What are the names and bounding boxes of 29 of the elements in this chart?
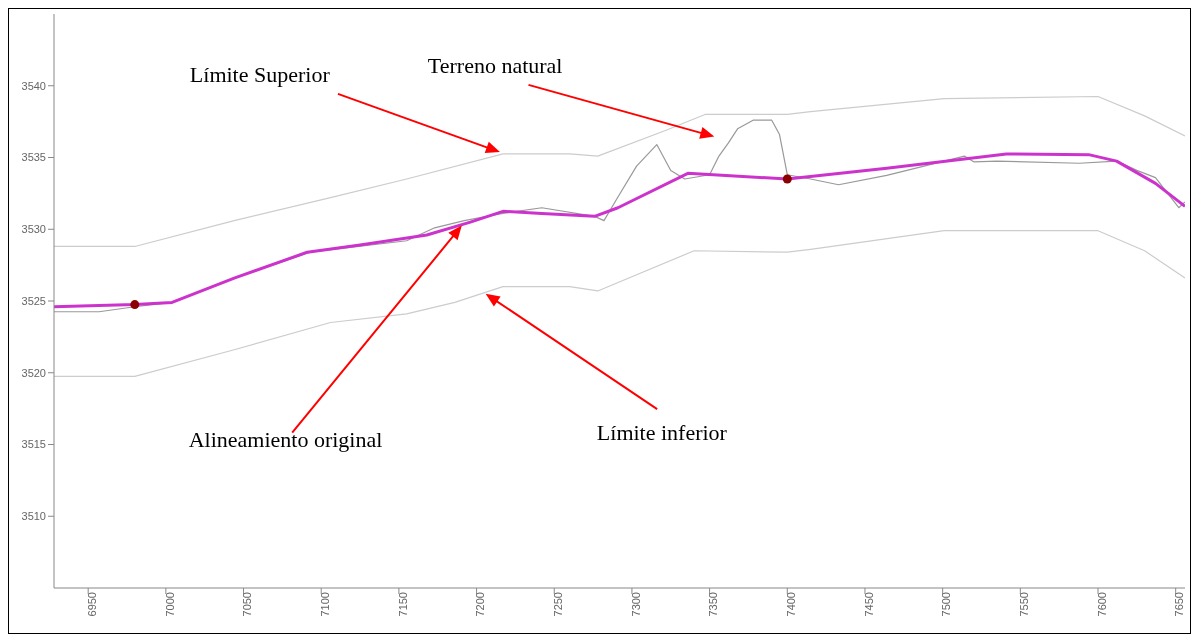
x-tick-label: 7200 <box>474 592 487 617</box>
y-tick-label: 3510 <box>21 510 46 523</box>
x-tick-label: 7150 <box>396 592 409 617</box>
annotation: Límite inferior <box>596 419 728 445</box>
y-tick-label: 3520 <box>21 366 46 379</box>
x-tick-label: 7000 <box>163 592 176 617</box>
annotation: Terreno natural <box>427 53 563 79</box>
annotation: Límite Superior <box>189 62 331 88</box>
annotation: Alineamiento original <box>188 427 383 453</box>
x-tick-label: 7650 <box>1173 592 1186 617</box>
line-series <box>54 230 1185 377</box>
y-tick-label: 3525 <box>21 294 46 307</box>
y-tick-label: 3535 <box>21 151 46 164</box>
x-tick-label: 7450 <box>862 592 875 617</box>
x-tick-label: 7600 <box>1095 592 1108 617</box>
x-tick-label: 7100 <box>319 592 332 617</box>
x-tick-label: 7300 <box>629 592 642 617</box>
line-series <box>54 152 1185 309</box>
y-tick-label: 3540 <box>21 79 46 92</box>
x-tick-label: 7550 <box>1018 592 1031 617</box>
y-tick-label: 3515 <box>21 438 46 451</box>
x-tick-label: 7350 <box>707 592 720 617</box>
x-tick-label: 7500 <box>940 592 953 617</box>
x-tick-label: 7050 <box>241 592 254 617</box>
x-tick-label: 6950 <box>85 592 98 617</box>
x-tick-label: 7250 <box>552 592 565 617</box>
x-tick-label: 7400 <box>785 592 798 617</box>
y-tick-label: 3530 <box>21 223 46 236</box>
line-series <box>54 95 1185 248</box>
